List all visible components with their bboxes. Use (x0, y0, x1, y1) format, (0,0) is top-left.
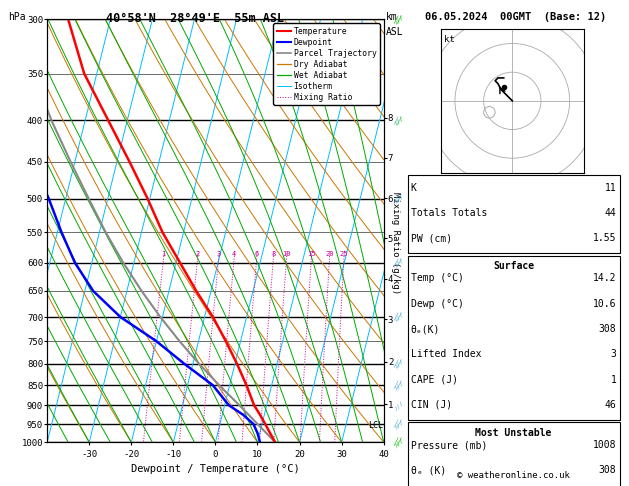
Text: ╱╱: ╱╱ (394, 381, 403, 389)
Text: 40°58'N  28°49'E  55m ASL: 40°58'N 28°49'E 55m ASL (106, 12, 284, 25)
Text: 3: 3 (611, 349, 616, 359)
Text: km: km (386, 12, 398, 22)
Text: PW (cm): PW (cm) (411, 233, 452, 243)
Text: 308: 308 (599, 466, 616, 475)
Text: Totals Totals: Totals Totals (411, 208, 487, 218)
Text: ///: /// (394, 14, 405, 25)
Text: 1: 1 (162, 251, 166, 257)
Legend: Temperature, Dewpoint, Parcel Trajectory, Dry Adiabat, Wet Adiabat, Isotherm, Mi: Temperature, Dewpoint, Parcel Trajectory… (274, 23, 380, 105)
Text: kt: kt (443, 35, 454, 44)
Text: Mixing Ratio (g/kg): Mixing Ratio (g/kg) (391, 192, 400, 294)
Text: ╱╱: ╱╱ (394, 360, 403, 368)
Text: ///: /// (394, 436, 405, 448)
Text: Surface: Surface (493, 261, 534, 271)
Text: 1.55: 1.55 (593, 233, 616, 243)
Text: ASL: ASL (386, 27, 404, 37)
Text: 44: 44 (604, 208, 616, 218)
Text: θₑ (K): θₑ (K) (411, 466, 446, 475)
Text: hPa: hPa (8, 12, 26, 22)
Text: Lifted Index: Lifted Index (411, 349, 481, 359)
Text: ╱╱: ╱╱ (394, 313, 403, 321)
Text: ///: /// (394, 399, 405, 411)
Text: ╱╱: ╱╱ (394, 438, 403, 446)
Text: ╱╱: ╱╱ (394, 420, 403, 428)
Text: 10.6: 10.6 (593, 299, 616, 309)
Text: 06.05.2024  00GMT  (Base: 12): 06.05.2024 00GMT (Base: 12) (425, 12, 606, 22)
Text: ///: /// (394, 257, 405, 269)
Text: ╱╱: ╱╱ (394, 259, 403, 267)
Text: 20: 20 (325, 251, 334, 257)
Text: 1008: 1008 (593, 440, 616, 450)
Text: 3: 3 (216, 251, 221, 257)
Text: Dewp (°C): Dewp (°C) (411, 299, 464, 309)
Text: ╱╱: ╱╱ (394, 16, 403, 23)
Text: CAPE (J): CAPE (J) (411, 375, 458, 384)
Text: 11: 11 (604, 183, 616, 192)
Text: 1: 1 (611, 375, 616, 384)
Text: ///: /// (394, 380, 405, 391)
Text: K: K (411, 183, 416, 192)
Text: ///: /// (394, 358, 405, 370)
Text: ///: /// (394, 418, 405, 430)
Text: ///: /// (394, 311, 405, 323)
Text: 4: 4 (232, 251, 237, 257)
Text: 25: 25 (340, 251, 348, 257)
Text: 15: 15 (307, 251, 316, 257)
Text: ╱╱: ╱╱ (394, 116, 403, 124)
Text: 46: 46 (604, 400, 616, 410)
Text: 10: 10 (282, 251, 291, 257)
Text: 14.2: 14.2 (593, 274, 616, 283)
Text: ///: /// (394, 115, 405, 126)
Text: CIN (J): CIN (J) (411, 400, 452, 410)
Text: 8: 8 (271, 251, 276, 257)
X-axis label: Dewpoint / Temperature (°C): Dewpoint / Temperature (°C) (131, 465, 300, 474)
Text: © weatheronline.co.uk: © weatheronline.co.uk (457, 471, 570, 480)
Text: Temp (°C): Temp (°C) (411, 274, 464, 283)
Text: Pressure (mb): Pressure (mb) (411, 440, 487, 450)
Text: LCL: LCL (368, 421, 383, 430)
Text: θₑ(K): θₑ(K) (411, 324, 440, 334)
Text: 308: 308 (599, 324, 616, 334)
Text: Most Unstable: Most Unstable (476, 428, 552, 437)
Text: ///: /// (394, 193, 405, 205)
Text: 2: 2 (196, 251, 200, 257)
Text: ╱╱: ╱╱ (394, 195, 403, 203)
Text: 6: 6 (255, 251, 259, 257)
